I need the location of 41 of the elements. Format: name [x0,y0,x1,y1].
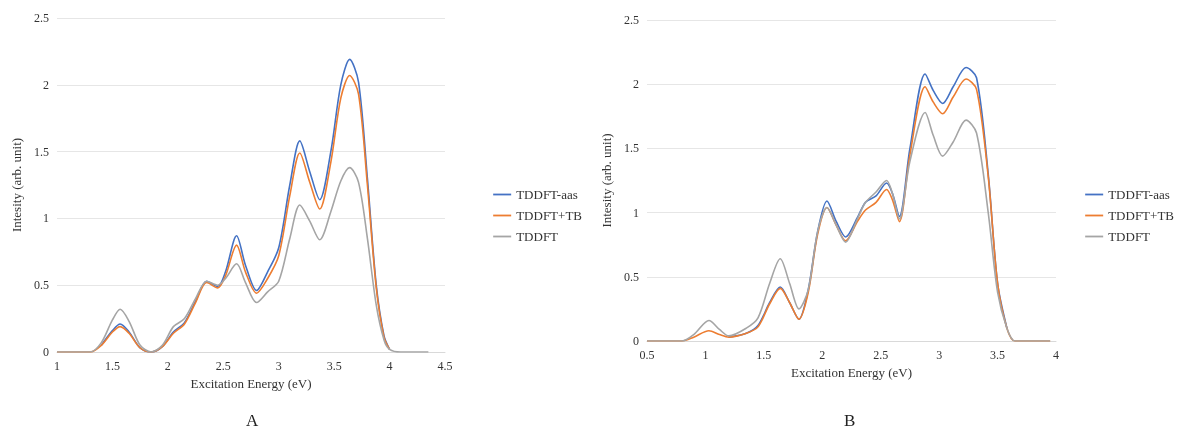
text: A [246,411,259,430]
y-tick-label: 0.5 [34,278,49,293]
x-tick-label: 3 [275,359,282,373]
legend-label: TDDFT-aas [1108,187,1170,202]
legend-label: TDDFT-aas [516,187,578,202]
y-tick-label: 0 [43,345,49,359]
y-tick-label: 1.5 [34,144,49,159]
x-tick-label: 1 [54,359,60,373]
x-tick-label: 2 [819,348,826,362]
legend-label: TDDFT+TB [516,208,583,223]
legend-label: TDDFT+TB [1108,208,1175,223]
y-tick-label: 2 [43,77,49,92]
x-axis-title: Excitation Energy (eV) [190,375,312,391]
y-tick-label: 0.5 [624,269,639,284]
y-tick-label: 2.5 [34,11,49,25]
text: B [844,411,856,430]
x-tick-label: 4.5 [437,359,453,373]
x-tick-label: 3.5 [990,348,1006,362]
x-tick-label: 2.5 [215,359,231,373]
x-axis-title: Excitation Energy (eV) [790,364,913,380]
y-tick-label: 2 [633,77,639,92]
line-series [56,166,430,353]
y-tick-label: 1 [43,211,49,226]
x-tick-label: 3 [936,348,943,362]
y-tick-label: 1 [633,205,639,220]
x-tick-label: 1.5 [104,359,120,373]
legend-label: TDDFT [1108,229,1151,244]
line-series [100,58,391,353]
x-tick-label: 4 [386,359,393,373]
x-tick-label: 3.5 [326,359,342,373]
x-tick-label: 4 [1053,348,1059,362]
y-axis-title: Intesity (arb. unit) [9,137,24,233]
x-tick-label: 1 [702,348,709,362]
x-tick-label: 2.5 [873,348,889,362]
x-tick-label: 2 [164,359,171,373]
y-tick-label: 1.5 [624,141,639,156]
legend-label: TDDFT [516,229,559,244]
y-tick-label: 0 [633,334,639,348]
y-tick-label: 2.5 [624,13,639,27]
x-tick-label: 1.5 [756,348,772,362]
y-axis-title: Intesity (arb. unit) [599,133,614,228]
